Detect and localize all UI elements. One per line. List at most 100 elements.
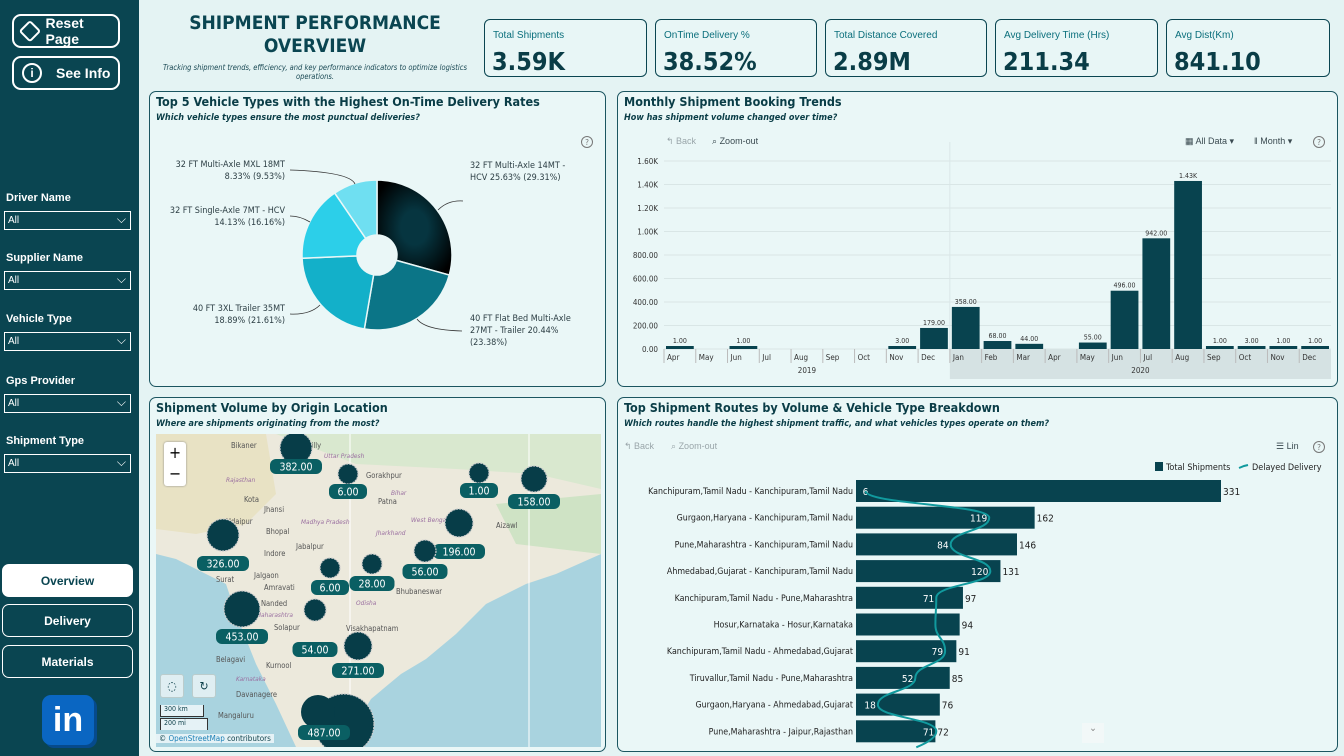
pie-slice [301,192,367,260]
leader-line [416,318,463,332]
zoom-in-button[interactable]: + [168,443,182,462]
zoom-out-button[interactable]: ⌕ Zoom-out [712,136,759,146]
filter-dropdown[interactable]: All ⌵ [4,454,131,473]
bar [951,306,980,349]
data-label: 97 [965,594,976,605]
bubble [413,539,437,563]
bubble-label-bg [216,629,268,644]
linkedin-logo[interactable]: in [42,695,94,745]
route-label: Ahmedabad,Gujarat - Kanchipuram,Tamil Na… [667,567,853,577]
back-button[interactable]: ↰ Back [666,136,697,146]
slice-label: 40 FT 3XL Trailer 35MT [193,304,285,314]
bubble-label: 158.00 [517,497,550,509]
scale-mi: 200 mi [160,718,208,730]
x-tick-label: Feb [985,353,998,362]
monthly-trend-panel: Monthly Shipment Booking Trends How has … [617,91,1338,387]
filter-dropdown[interactable]: All ⌵ [4,211,131,230]
filter-dropdown[interactable]: All ⌵ [4,394,131,413]
route-label: Gurgaon,Haryana - Kanchipuram,Tamil Nadu [677,514,853,524]
place-label: Bhubaneswar [396,587,442,596]
filter-dropdown[interactable]: All ⌵ [4,332,131,351]
reset-page-button[interactable]: Reset Page [12,14,120,48]
slice-label: 18.89% (21.61%) [214,316,285,326]
page-title: SHIPMENT PERFORMANCE OVERVIEW [189,12,441,57]
kpi-value: 211.34 [1003,47,1090,76]
nav-delivery[interactable]: Delivery [2,604,133,637]
map-attribution: © OpenStreetMap contributors [156,734,274,743]
plains [276,434,601,489]
bubble-label-bg [332,663,384,678]
osm-link[interactable]: OpenStreetMap [168,734,225,743]
bubble-label-bg [292,642,338,657]
filter-dropdown[interactable]: All ⌵ [4,271,131,290]
place-label: Madhya Pradesh [301,518,350,526]
slice-label: 32 FT Multi-Axle 14MT - [470,161,565,171]
reset-map-button[interactable]: ↻ [192,674,216,698]
bubble-label-bg [197,556,249,571]
data-label: 1.43K [1179,172,1198,180]
pie-slice [376,179,453,276]
x-tick-label: Jun [730,353,742,362]
place-label: Karnataka [236,675,266,683]
data-label: 331 [1223,487,1240,498]
data-label: 76 [942,701,954,712]
donut-chart: 32 FT Multi-Axle 14MT - HCV 25.63% (29.31… [170,160,571,348]
data-label: 91 [958,647,969,658]
all-data-dropdown[interactable]: ▦ All Data ▾ [1185,136,1235,146]
help-icon[interactable]: ? [1313,441,1325,453]
x-tick-label: May [699,353,715,362]
slice-label: 32 FT Single-Axle 7MT - HCV [170,206,286,216]
bubble-label: 196.00 [442,547,475,559]
help-icon[interactable]: ? [581,136,593,148]
zoom-out-icon: ⌕ [671,441,677,451]
place-label: Nanded [261,599,287,608]
scale-type-toggle[interactable]: ☰ Lin [1276,441,1299,451]
see-info-button[interactable]: i See Info [12,56,120,90]
kpi-label: Total Shipments [493,30,565,41]
data-label: 1.00 [673,337,687,345]
x-tick-label: Nov [1270,353,1285,362]
bar [1015,343,1044,349]
bar-chart-icon: ǁ [1254,136,1258,146]
place-label: Bikaner [231,441,257,450]
routes-bar-chart: Total Shipments Delayed Delivery Kanchipur… [648,462,1322,749]
data-label: 55.00 [1084,334,1102,342]
data-label: 44.00 [1020,335,1038,343]
back-button[interactable]: ↰ Back [624,441,655,451]
lasso-select-button[interactable]: ◌ [160,674,184,698]
zoom-out-button[interactable]: ⌕ Zoom-out [671,441,718,451]
place-label: Jharkhand [375,529,406,537]
chevron-down-icon: ⌵ [116,333,126,347]
bar [666,346,694,349]
kpi-label: Avg Dist(Km) [1175,30,1234,41]
y-tick-label: 0.00 [642,345,658,354]
place-label: Kurnool [266,661,291,670]
panel-subtitle: Which routes handle the highest shipment… [624,419,1050,429]
bubble-label: 54.00 [301,645,328,657]
legend-label: Total Shipments [1165,463,1230,473]
origin-bubble-map[interactable]: BikanerBareillyGorakhpurPatnaKotaJhansiU… [156,434,601,747]
panel-title: Top 5 Vehicle Types with the Highest On-… [156,94,540,109]
month-dropdown[interactable]: ǁ Month ▾ [1254,136,1293,146]
zoom-out-button[interactable]: − [168,464,182,483]
leader-line [289,215,311,223]
bar [888,346,917,349]
place-label: Jabalpur [295,542,324,551]
x-tick-label: Dec [921,353,935,362]
kpi-value: 38.52% [663,47,757,76]
nav-materials[interactable]: Materials [2,645,133,678]
help-icon[interactable]: ? [1313,136,1325,148]
x-tick-label: Apr [667,353,679,362]
bar [1142,238,1171,349]
y-tick-label: 1.00K [637,228,658,237]
scroll-down-button[interactable]: ⌄ [1082,723,1104,743]
line-data-label: 79 [932,647,944,658]
nav-overview[interactable]: Overview [2,564,133,597]
data-label: 1.00 [1213,337,1227,345]
delayed-delivery-line [864,490,992,749]
bubble-label-bg [311,580,349,595]
map-zoom-controls: + − [164,442,186,486]
data-label: 942.00 [1145,229,1167,237]
line-data-label: 52 [902,674,913,685]
leader-line [289,169,356,185]
